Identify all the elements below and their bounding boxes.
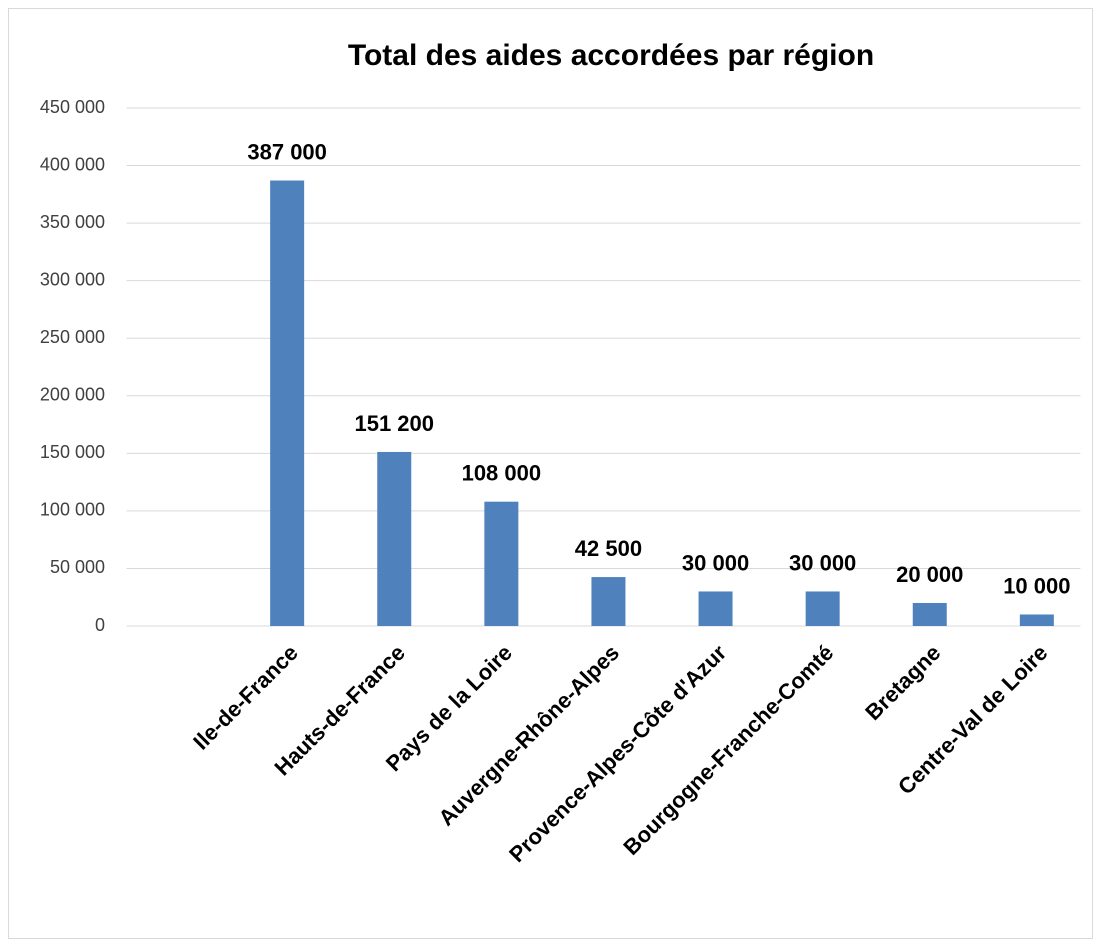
data-label: 10 000 — [1003, 573, 1070, 598]
bar — [270, 180, 305, 626]
data-label: 387 000 — [247, 139, 327, 164]
bar — [912, 602, 947, 626]
bar — [698, 591, 733, 626]
y-tick-label: 300 000 — [40, 269, 105, 289]
y-tick-label: 50 000 — [50, 557, 105, 577]
data-label: 42 500 — [575, 536, 642, 561]
y-tick-label: 100 000 — [40, 500, 105, 520]
data-label: 20 000 — [896, 562, 963, 587]
chart-title: Total des aides accordées par région — [348, 39, 874, 72]
bar — [805, 591, 840, 626]
y-tick-label: 150 000 — [40, 442, 105, 462]
chart-border — [8, 8, 1093, 939]
y-tick-label: 350 000 — [40, 212, 105, 232]
data-label: 151 200 — [354, 411, 434, 436]
data-label: 30 000 — [789, 550, 856, 575]
data-label: 30 000 — [682, 550, 749, 575]
data-label: 108 000 — [462, 460, 542, 485]
y-tick-label: 450 000 — [40, 97, 105, 117]
bar — [377, 451, 412, 626]
bar — [484, 501, 519, 626]
bar — [591, 577, 626, 626]
bar — [1019, 614, 1054, 626]
y-tick-label: 200 000 — [40, 385, 105, 405]
y-tick-label: 250 000 — [40, 327, 105, 347]
y-tick-label: 400 000 — [40, 154, 105, 174]
y-tick-label: 0 — [95, 615, 105, 635]
